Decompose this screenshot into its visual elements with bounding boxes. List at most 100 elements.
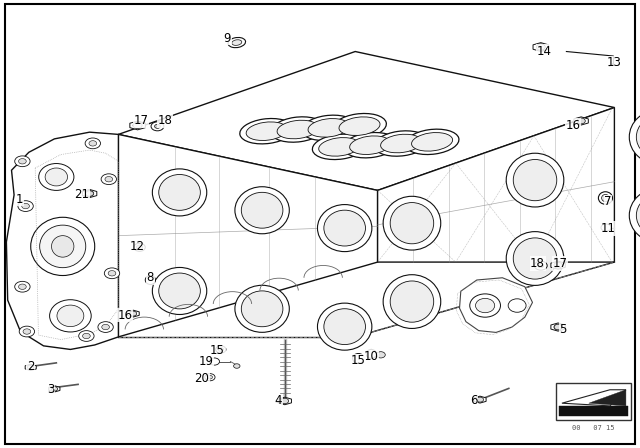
Text: 21: 21 xyxy=(74,188,90,202)
Circle shape xyxy=(83,333,90,339)
Polygon shape xyxy=(533,43,548,52)
Circle shape xyxy=(51,387,58,391)
Ellipse shape xyxy=(317,303,372,350)
Polygon shape xyxy=(562,390,626,406)
Text: 18: 18 xyxy=(530,257,545,270)
Circle shape xyxy=(19,326,35,337)
Polygon shape xyxy=(551,323,565,331)
Text: 15: 15 xyxy=(351,354,366,367)
Polygon shape xyxy=(130,121,145,130)
Text: 13: 13 xyxy=(607,56,622,69)
Circle shape xyxy=(538,263,543,267)
Circle shape xyxy=(281,398,289,404)
Ellipse shape xyxy=(240,119,294,144)
Ellipse shape xyxy=(412,133,452,151)
Ellipse shape xyxy=(405,129,459,155)
Text: 6: 6 xyxy=(470,394,477,408)
Ellipse shape xyxy=(317,205,372,252)
Text: 00   07 15: 00 07 15 xyxy=(572,425,614,431)
FancyBboxPatch shape xyxy=(556,383,631,420)
Circle shape xyxy=(28,365,34,370)
Ellipse shape xyxy=(152,267,207,314)
Circle shape xyxy=(15,156,30,167)
Circle shape xyxy=(133,122,142,129)
Ellipse shape xyxy=(513,238,557,279)
Polygon shape xyxy=(6,132,118,349)
Polygon shape xyxy=(574,117,588,125)
Circle shape xyxy=(209,358,220,365)
Polygon shape xyxy=(127,310,140,317)
Circle shape xyxy=(89,141,97,146)
Text: 16: 16 xyxy=(565,119,580,132)
Ellipse shape xyxy=(324,210,365,246)
Circle shape xyxy=(155,124,160,128)
Text: 2: 2 xyxy=(27,360,35,373)
Ellipse shape xyxy=(232,40,242,45)
Circle shape xyxy=(102,324,109,330)
Circle shape xyxy=(577,118,585,124)
Ellipse shape xyxy=(228,38,246,47)
Ellipse shape xyxy=(241,291,283,327)
Ellipse shape xyxy=(374,131,428,156)
Ellipse shape xyxy=(241,192,283,228)
Text: 14: 14 xyxy=(536,45,552,58)
Polygon shape xyxy=(378,108,614,262)
Ellipse shape xyxy=(159,273,200,309)
Circle shape xyxy=(207,375,212,379)
Ellipse shape xyxy=(636,116,640,158)
Circle shape xyxy=(554,324,562,330)
Polygon shape xyxy=(474,396,486,403)
Circle shape xyxy=(234,364,240,368)
Text: 12: 12 xyxy=(130,240,145,253)
Circle shape xyxy=(98,322,113,332)
Ellipse shape xyxy=(40,225,86,267)
FancyBboxPatch shape xyxy=(559,406,628,416)
Text: 15: 15 xyxy=(210,344,225,357)
Ellipse shape xyxy=(349,136,390,155)
Circle shape xyxy=(105,177,113,182)
Polygon shape xyxy=(49,386,60,392)
Circle shape xyxy=(376,352,385,358)
Ellipse shape xyxy=(381,134,422,153)
Polygon shape xyxy=(278,397,291,405)
Circle shape xyxy=(534,261,547,270)
Circle shape xyxy=(601,224,611,231)
Text: 20: 20 xyxy=(194,372,209,385)
Circle shape xyxy=(79,331,94,341)
Polygon shape xyxy=(118,134,378,337)
Polygon shape xyxy=(25,364,36,370)
Ellipse shape xyxy=(324,309,365,345)
Text: 18: 18 xyxy=(157,114,173,128)
Text: 1: 1 xyxy=(15,193,23,206)
Ellipse shape xyxy=(152,169,207,216)
Ellipse shape xyxy=(390,202,434,244)
Polygon shape xyxy=(83,190,97,198)
Ellipse shape xyxy=(636,195,640,236)
Text: 8: 8 xyxy=(147,271,154,284)
Circle shape xyxy=(18,201,33,211)
Circle shape xyxy=(19,284,26,289)
Ellipse shape xyxy=(470,294,500,317)
Ellipse shape xyxy=(246,122,287,141)
Ellipse shape xyxy=(383,275,441,328)
Ellipse shape xyxy=(390,281,434,322)
Ellipse shape xyxy=(602,194,609,202)
Ellipse shape xyxy=(319,138,360,156)
Ellipse shape xyxy=(45,168,68,186)
Text: 10: 10 xyxy=(364,349,379,363)
Ellipse shape xyxy=(38,164,74,190)
Polygon shape xyxy=(589,390,626,406)
Ellipse shape xyxy=(629,110,640,164)
Circle shape xyxy=(108,271,116,276)
Circle shape xyxy=(151,122,164,131)
Circle shape xyxy=(23,329,31,334)
Ellipse shape xyxy=(235,285,289,332)
Circle shape xyxy=(22,203,29,209)
Text: 4: 4 xyxy=(275,394,282,408)
Ellipse shape xyxy=(51,236,74,257)
Ellipse shape xyxy=(506,232,564,285)
Ellipse shape xyxy=(598,192,612,204)
Circle shape xyxy=(218,348,223,351)
Ellipse shape xyxy=(343,133,397,158)
Text: 17: 17 xyxy=(552,257,568,270)
